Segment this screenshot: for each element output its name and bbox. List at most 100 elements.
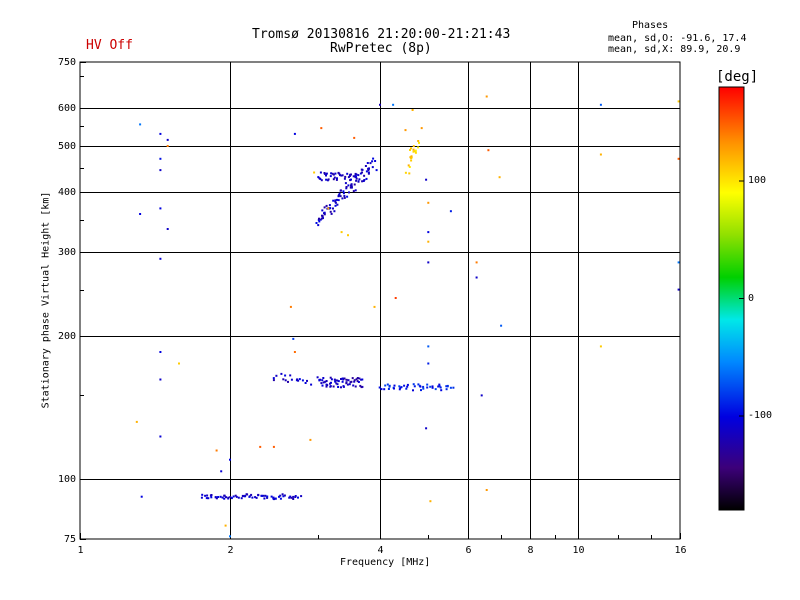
data-point (321, 379, 324, 382)
data-point (445, 385, 448, 388)
data-point (347, 184, 350, 187)
data-point (283, 494, 286, 497)
data-point (337, 386, 340, 388)
data-point (409, 149, 411, 151)
y-axis-label: Stationary phase Virtual Height [km] (40, 191, 52, 409)
data-point (325, 178, 328, 181)
data-point (318, 217, 320, 220)
data-point (159, 207, 162, 210)
phases-mean-o: mean, sd,O: -91.6, 17.4 (608, 33, 747, 44)
data-point (429, 500, 432, 503)
data-point (284, 374, 287, 377)
data-point (209, 494, 212, 497)
data-point (263, 497, 266, 500)
data-point (410, 159, 413, 162)
data-point (266, 496, 269, 499)
data-point (446, 385, 449, 388)
data-point (431, 385, 434, 388)
data-point (378, 386, 381, 389)
data-point (412, 145, 415, 148)
data-point (347, 176, 350, 179)
data-point (313, 171, 316, 174)
data-point (357, 381, 360, 383)
colorbar-tick-label: 100 (748, 175, 767, 186)
data-point (327, 207, 330, 210)
data-point (394, 297, 397, 299)
data-point (440, 389, 443, 392)
data-point (332, 178, 335, 181)
data-point (135, 420, 138, 423)
data-point (339, 189, 342, 192)
data-point (166, 138, 169, 141)
data-point (290, 496, 293, 499)
data-point (325, 385, 328, 388)
data-point (350, 380, 353, 383)
data-point (352, 175, 355, 178)
data-point (449, 386, 452, 389)
data-point (288, 496, 291, 499)
data-point (243, 495, 246, 498)
data-point (352, 384, 355, 387)
data-point (309, 438, 312, 441)
data-point (475, 276, 478, 279)
data-point (339, 195, 342, 198)
data-point (304, 382, 307, 384)
data-point (485, 489, 488, 491)
data-point (379, 103, 381, 106)
data-point (166, 145, 169, 147)
data-point (343, 177, 346, 180)
data-point (367, 171, 370, 174)
data-point (345, 378, 348, 381)
data-point (330, 212, 333, 215)
data-point (240, 497, 243, 500)
data-point (393, 387, 395, 390)
data-point (339, 174, 341, 177)
data-point (353, 380, 356, 383)
data-point (427, 201, 430, 204)
data-point (294, 496, 297, 498)
data-point (372, 157, 375, 160)
data-point (434, 388, 437, 391)
data-point (221, 496, 224, 499)
data-point (310, 383, 313, 386)
colorbar-tick-label: 0 (748, 292, 755, 304)
data-point (251, 496, 254, 499)
x-tick-label: 6 (465, 545, 472, 556)
data-point (296, 378, 299, 381)
data-point (353, 183, 356, 186)
data-point (289, 374, 292, 377)
data-point (405, 387, 408, 390)
data-point (324, 380, 327, 383)
x-tick-label: 10 (572, 545, 585, 556)
data-point (298, 378, 301, 381)
data-point (301, 379, 304, 382)
data-point (437, 385, 440, 388)
data-point (241, 494, 244, 497)
data-point (336, 198, 338, 201)
data-point (229, 535, 231, 538)
data-point (356, 377, 359, 379)
data-point (317, 176, 320, 179)
data-point (255, 496, 258, 499)
data-point (355, 175, 357, 178)
data-point (480, 394, 483, 397)
data-point (599, 345, 602, 348)
data-point (330, 378, 333, 381)
data-point (413, 385, 416, 388)
data-point (427, 345, 430, 348)
data-point (363, 179, 366, 181)
data-point (360, 386, 363, 389)
data-point (227, 496, 230, 499)
data-point (438, 385, 441, 388)
data-point (320, 179, 323, 182)
data-point (388, 385, 391, 388)
data-point (229, 458, 231, 461)
x-tick-label: 1 (77, 545, 84, 556)
data-point (166, 228, 169, 230)
data-point (259, 445, 262, 448)
data-point (333, 210, 336, 213)
data-point (237, 496, 240, 499)
data-point (371, 160, 374, 163)
data-point (274, 497, 277, 500)
data-point (293, 132, 296, 135)
